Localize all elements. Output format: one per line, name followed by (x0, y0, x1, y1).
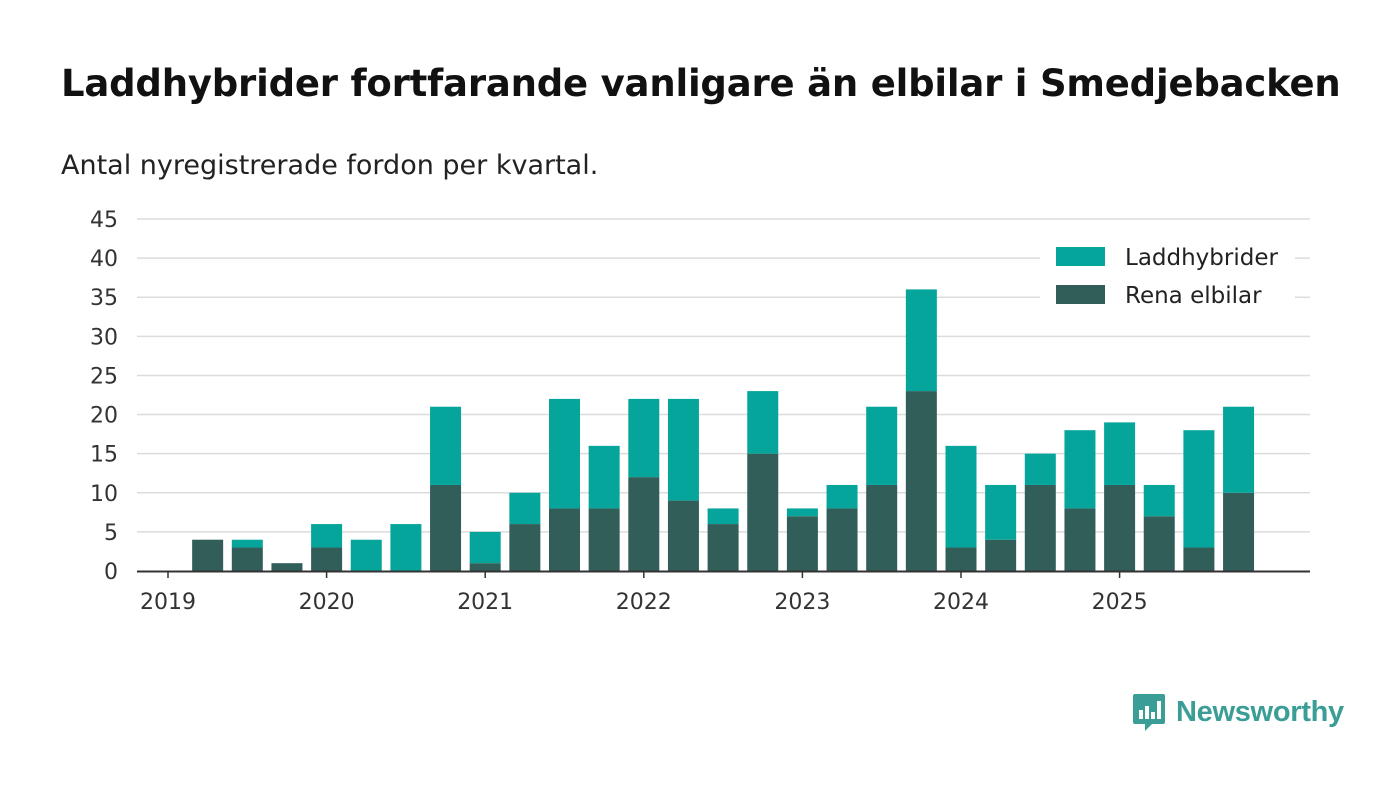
bar-laddhybrider (1183, 430, 1215, 548)
y-tick-label: 10 (90, 482, 118, 507)
x-tick-label: 2020 (299, 590, 355, 615)
bar-rena-elbilar (509, 524, 541, 571)
bar-rena-elbilar (985, 539, 1017, 571)
x-tick-label: 2023 (774, 590, 830, 615)
bar-laddhybrider (945, 445, 977, 548)
bar-laddhybrider (786, 508, 818, 517)
y-tick-label: 25 (90, 364, 118, 389)
x-tick-label: 2025 (1092, 590, 1148, 615)
bar-rena-elbilar (786, 516, 818, 571)
bar-rena-elbilar (1223, 492, 1255, 571)
chart-subtitle: Antal nyregistrerade fordon per kvartal. (61, 150, 599, 181)
x-tick-label: 2022 (616, 590, 672, 615)
bar-rena-elbilar (1183, 547, 1215, 571)
bar-laddhybrider (1064, 430, 1096, 509)
y-tick-label: 45 (90, 208, 118, 233)
bar-laddhybrider (549, 398, 580, 509)
legend-label: Rena elbilar (1125, 283, 1262, 309)
brand-name: Newsworthy (1176, 695, 1344, 728)
legend-label: Laddhybrider (1125, 245, 1278, 271)
bar-laddhybrider (1223, 406, 1255, 493)
newsworthy-logo-icon (1133, 694, 1165, 731)
brand-logo: Newsworthy (1132, 692, 1344, 732)
bar-rena-elbilar (1104, 484, 1136, 571)
bar-rena-elbilar (311, 547, 343, 571)
bar-laddhybrider (430, 406, 462, 485)
bar-laddhybrider (985, 484, 1017, 540)
x-tick-label: 2019 (140, 590, 196, 615)
bar-rena-elbilar (905, 391, 937, 571)
bar-laddhybrider (509, 492, 541, 525)
bar-rena-elbilar (1024, 484, 1056, 571)
bar-rena-elbilar (1064, 508, 1096, 571)
bar-laddhybrider (747, 391, 779, 454)
bar-laddhybrider (905, 289, 937, 392)
bar-rena-elbilar (707, 524, 739, 571)
y-tick-label: 40 (90, 247, 118, 272)
bar-rena-elbilar (667, 500, 699, 571)
bar-rena-elbilar (945, 547, 977, 571)
bars (192, 289, 1255, 571)
y-tick-label: 30 (90, 325, 118, 350)
y-tick-label: 15 (90, 443, 118, 468)
y-axis-ticks: 0 5 10 15 20 25 30 35 40 45 (90, 208, 118, 585)
bar-rena-elbilar (549, 508, 580, 571)
bar-rena-elbilar (628, 477, 660, 571)
y-tick-label: 20 (90, 404, 118, 429)
bar-laddhybrider (1024, 453, 1056, 485)
bar-laddhybrider (707, 508, 739, 525)
bar-laddhybrider (866, 406, 898, 485)
bar-rena-elbilar (192, 539, 224, 571)
bar-laddhybrider (390, 524, 422, 571)
bar-laddhybrider (350, 539, 382, 571)
bar-laddhybrider (1104, 422, 1136, 485)
bar-rena-elbilar (1143, 516, 1175, 571)
y-tick-label: 5 (104, 521, 118, 546)
bar-laddhybrider (231, 539, 263, 548)
chart-title: Laddhybrider fortfarande vanligare än el… (61, 62, 1341, 105)
legend-swatch (1056, 247, 1105, 266)
bar-laddhybrider (1143, 484, 1175, 517)
bar-rena-elbilar (866, 484, 898, 571)
y-tick-label: 35 (90, 286, 118, 311)
bar-laddhybrider (667, 398, 699, 501)
bar-rena-elbilar (231, 547, 263, 571)
y-tick-label: 0 (104, 560, 118, 585)
bar-laddhybrider (628, 398, 660, 478)
bar-rena-elbilar (271, 563, 303, 571)
bar-rena-elbilar (430, 484, 462, 571)
x-axis-ticks: 2019 2020 2021 2022 2023 2024 2025 (140, 571, 1148, 615)
bar-laddhybrider (826, 484, 858, 509)
bar-rena-elbilar (588, 508, 620, 571)
bar-rena-elbilar (469, 563, 501, 571)
bar-rena-elbilar (747, 453, 779, 571)
bar-laddhybrider (588, 445, 620, 509)
legend-swatch (1056, 285, 1105, 304)
bar-laddhybrider (469, 531, 501, 564)
bar-rena-elbilar (826, 508, 858, 571)
bar-laddhybrider (311, 524, 343, 548)
x-tick-label: 2024 (933, 590, 989, 615)
x-tick-label: 2021 (457, 590, 513, 615)
legend: Laddhybrider Rena elbilar (1040, 238, 1295, 316)
